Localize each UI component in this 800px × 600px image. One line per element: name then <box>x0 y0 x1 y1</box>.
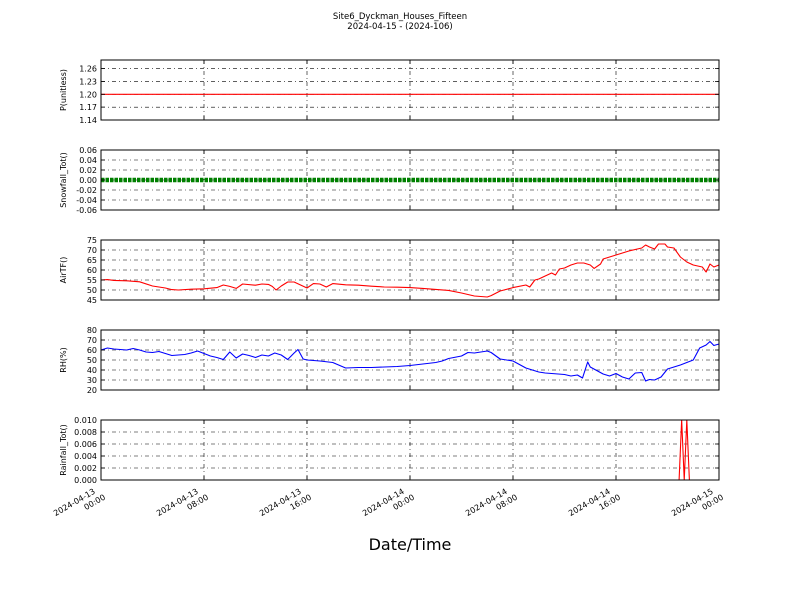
x-tick-labels: 2024-04-1300:00 2024-04-1308:00 2024-04-13… <box>52 484 725 527</box>
y-tick-label: 0.002 <box>74 464 97 473</box>
x-tick-label: 2024-04-1500:00 <box>670 484 725 527</box>
y-tick-label: 0.008 <box>74 428 97 437</box>
y-tick-label: 0.006 <box>74 440 97 449</box>
subplot-2: -0.06-0.04-0.020.000.020.040.06 Snowfall_… <box>59 146 720 215</box>
y-axis-label: Snowfall_Tot() <box>59 152 68 208</box>
subplot-1: 1.14 1.17 1.20 1.23 1.26 P(unitless) <box>59 59 720 125</box>
y-axis-label: RH(%) <box>59 347 68 372</box>
y-tick-label: 0.000 <box>74 476 97 485</box>
y-tick-label: 50 <box>87 286 97 295</box>
y-tick-label: -0.04 <box>76 196 97 205</box>
x-tick-label: 2024-04-1316:00 <box>258 484 313 527</box>
y-tick-label: 75 <box>87 236 97 245</box>
y-tick-label: 40 <box>87 366 97 375</box>
y-tick-label: 0.00 <box>79 176 97 185</box>
y-tick-label: 20 <box>87 386 97 395</box>
y-tick-label: 0.06 <box>79 146 97 155</box>
x-axis-label: Date/Time <box>369 535 452 554</box>
x-tick-label: 2024-04-1300:00 <box>52 484 107 527</box>
y-axis-label: P(unitless) <box>59 69 68 111</box>
x-tick-label: 2024-04-1308:00 <box>155 484 210 527</box>
y-tick-label: -0.02 <box>76 186 97 195</box>
y-tick-label: 30 <box>87 376 97 385</box>
x-tick-label: 2024-04-1416:00 <box>567 484 622 527</box>
y-tick-label: 80 <box>87 326 97 335</box>
figure-title: Site6_Dyckman_Houses_Fifteen <box>333 12 467 22</box>
y-tick-label: 1.17 <box>79 103 97 112</box>
y-tick-label: 1.26 <box>79 65 97 74</box>
y-tick-label: 70 <box>87 336 97 345</box>
y-tick-label: 0.010 <box>74 416 97 425</box>
series-line <box>100 243 720 298</box>
x-tick-label: 2024-04-1408:00 <box>464 484 519 527</box>
y-tick-label: 55 <box>87 276 97 285</box>
y-axis-label: AirTF() <box>59 257 68 284</box>
y-tick-label: 60 <box>87 346 97 355</box>
y-tick-label: 1.20 <box>79 90 97 99</box>
y-tick-label: 45 <box>87 296 97 305</box>
y-axis-label: Rainfall_Tot() <box>59 424 68 476</box>
y-tick-label: 0.04 <box>79 156 97 165</box>
subplot-5: 0.000 0.002 0.004 0.006 0.008 0.010 Rainfall_T… <box>59 416 720 485</box>
series-line <box>100 340 720 382</box>
y-tick-label: 0.004 <box>74 452 97 461</box>
y-tick-label: 65 <box>87 256 97 265</box>
x-tick-label: 2024-04-1400:00 <box>361 484 416 527</box>
figure-subtitle: 2024-04-15 - (2024-106) <box>347 22 452 32</box>
y-tick-label: 50 <box>87 356 97 365</box>
y-tick-label: 1.23 <box>79 77 97 86</box>
y-tick-label: -0.06 <box>76 206 97 215</box>
y-tick-label: 0.02 <box>79 166 97 175</box>
y-tick-label: 70 <box>87 246 97 255</box>
subplot-panels: 1.141.171.201.231.26P(unitless)-0.06-0.0… <box>59 59 720 485</box>
y-tick-label: 1.14 <box>79 116 97 125</box>
y-tick-label: 60 <box>87 266 97 275</box>
